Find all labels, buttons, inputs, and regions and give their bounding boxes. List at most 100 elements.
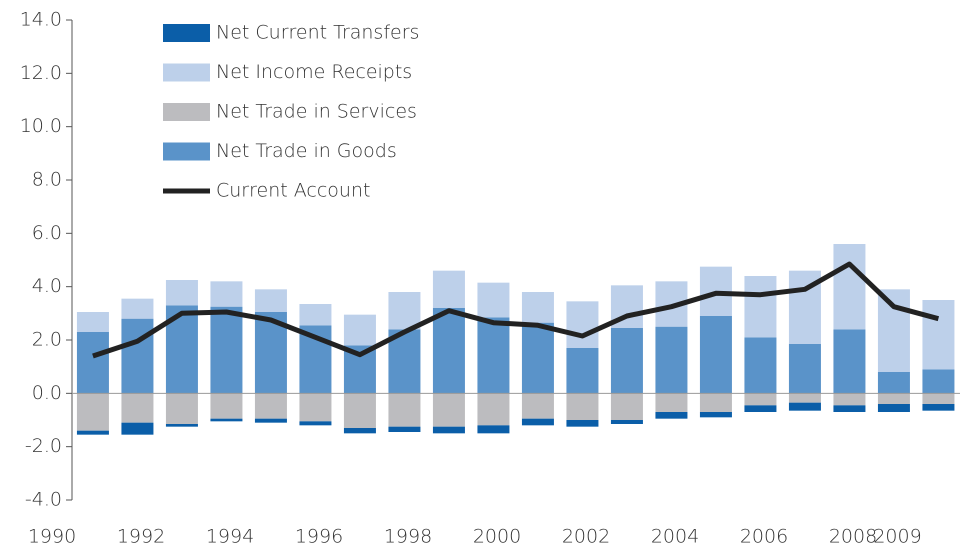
legend-label: Current Account — [216, 180, 370, 202]
bar-segment — [877, 393, 910, 404]
bar-segment — [833, 393, 866, 406]
bar-segment — [477, 425, 510, 434]
bar-segment — [610, 393, 643, 420]
bar-segment — [165, 393, 198, 424]
bar-segment — [788, 402, 821, 411]
bar-segment — [566, 420, 599, 427]
bar-segment — [343, 428, 376, 434]
bar-segment — [788, 344, 821, 394]
bar-segment — [388, 426, 421, 432]
x-tick-label: 2002 — [562, 526, 610, 548]
y-tick-label: -4.0 — [25, 489, 62, 511]
bar-segment — [566, 348, 599, 394]
bar-segment — [922, 369, 955, 394]
bar-segment — [254, 418, 287, 423]
bar-segment — [699, 412, 732, 418]
bar-segment — [833, 405, 866, 412]
y-tick-label: 14.0 — [20, 9, 62, 31]
bar-segment — [922, 393, 955, 404]
x-tick-label: 2000 — [473, 526, 521, 548]
x-tick-label: 1998 — [384, 526, 432, 548]
bar-segment — [432, 426, 465, 434]
bar-segment — [165, 424, 198, 427]
bar-segment — [121, 422, 154, 435]
bar-segment — [165, 280, 198, 306]
legend-label: Net Trade in Services — [216, 101, 417, 123]
legend-label: Net Income Receipts — [216, 61, 412, 83]
x-tick-label: 1996 — [295, 526, 343, 548]
bar-segment — [699, 393, 732, 412]
bar-segment — [521, 322, 554, 394]
bar-segment — [655, 393, 688, 412]
bar-segment — [566, 301, 599, 348]
bar-segment — [744, 393, 777, 406]
bar-segment — [299, 421, 332, 426]
bar-segment — [121, 298, 154, 319]
bar-segment — [610, 420, 643, 424]
y-tick-label: 2.0 — [32, 329, 62, 351]
legend-swatch — [163, 103, 210, 121]
x-tick-label: 2009 — [873, 526, 921, 548]
bar-segment — [521, 393, 554, 419]
bar-segment — [477, 317, 510, 394]
bar-segment — [922, 404, 955, 411]
bar-segment — [699, 316, 732, 394]
bar-segment — [254, 393, 287, 419]
bar-segment — [477, 282, 510, 318]
bar-segment — [655, 326, 688, 394]
bar-segment — [343, 393, 376, 428]
bar-segment — [210, 306, 243, 394]
bar-segment — [432, 393, 465, 427]
bar-segment — [388, 292, 421, 330]
bar-segment — [121, 318, 154, 394]
bar-segment — [744, 276, 777, 338]
bar-segment — [76, 312, 109, 332]
bar-segment — [76, 332, 109, 394]
bar-segment — [121, 393, 154, 423]
bar-segment — [210, 418, 243, 422]
y-tick-label: 12.0 — [20, 62, 62, 84]
bar-segment — [210, 281, 243, 307]
bar-segment — [833, 329, 866, 394]
bar-segment — [432, 308, 465, 394]
bar-segment — [477, 393, 510, 426]
bar-segment — [655, 412, 688, 419]
bar-segment — [521, 292, 554, 323]
x-tick-label: 1994 — [206, 526, 254, 548]
bar-segment — [610, 328, 643, 394]
legend-swatch — [163, 142, 210, 161]
x-tick-label: 2004 — [651, 526, 699, 548]
y-tick-label: 8.0 — [32, 169, 62, 191]
legend-swatch — [163, 63, 210, 82]
bar-segment — [744, 405, 777, 412]
bar-segment — [877, 372, 910, 394]
x-tick-label: 1990 — [28, 526, 76, 548]
legend-label: Net Trade in Goods — [216, 140, 397, 162]
legend-swatch — [163, 24, 210, 42]
bar-segment — [210, 393, 243, 419]
bar-segment — [833, 244, 866, 330]
bar-segment — [299, 393, 332, 422]
bar-segment — [432, 270, 465, 308]
bar-segment — [254, 289, 287, 312]
y-tick-label: -2.0 — [25, 435, 62, 457]
bar-segment — [922, 300, 955, 370]
bar-segment — [566, 393, 599, 420]
bar-segment — [388, 393, 421, 427]
bar-segment — [744, 337, 777, 394]
y-tick-label: 10.0 — [20, 115, 62, 137]
bar-segment — [877, 404, 910, 412]
line-series — [92, 261, 940, 359]
bar-segment — [76, 393, 109, 431]
y-tick-label: 6.0 — [32, 222, 62, 244]
bar-segment — [343, 314, 376, 346]
y-tick-label: 4.0 — [32, 275, 62, 297]
x-tick-label: 2008 — [829, 526, 877, 548]
bar-segment — [521, 418, 554, 426]
y-tick-label: 0.0 — [32, 382, 62, 404]
legend-label: Net Current Transfers — [216, 22, 419, 44]
bar-segment — [76, 430, 109, 435]
x-tick-label: 2006 — [740, 526, 788, 548]
bar-segment — [788, 393, 821, 403]
